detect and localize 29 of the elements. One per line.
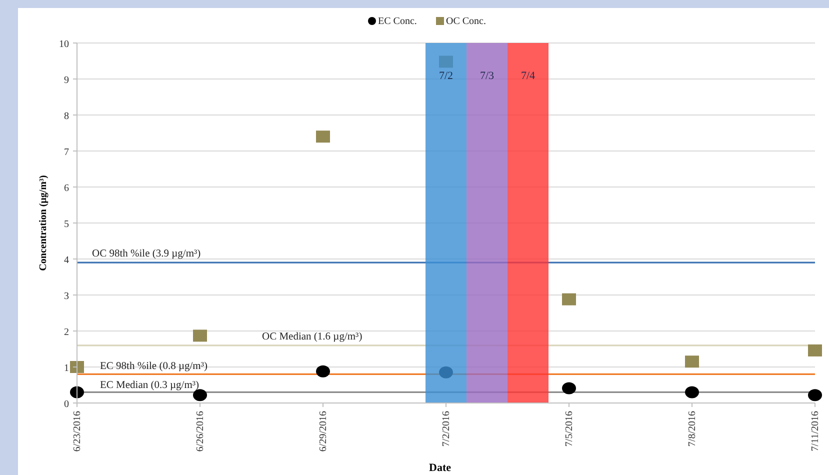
y-tick-label: 1 [64,363,69,374]
ref-line-label: EC Median (0.3 µg/m³) [100,380,200,392]
x-axis-title: Date [429,462,452,474]
ref-line-label: OC Median (1.6 µg/m³) [262,331,363,342]
y-tick-label: 9 [64,75,69,86]
y-tick-label: 7 [64,147,69,158]
y-tick-label: 6 [64,183,69,194]
ref-line-label: OC 98th %ile (3.9 µg/m³) [92,248,202,260]
y-tick-label: 8 [64,111,69,122]
legend-label: OC Conc. [446,16,486,27]
x-tick-label: 6/29/2016 [318,411,329,452]
y-tick-label: 0 [64,399,69,410]
y-tick-label: 10 [59,39,69,50]
x-tick-label: 7/5/2016 [564,411,575,447]
ref-line-label: EC 98th %ile (0.8 µg/m³) [100,361,208,372]
band-label: 7/2 [438,70,454,82]
x-tick-label: 7/8/2016 [687,411,698,447]
x-tick-label: 7/2/2016 [441,411,452,447]
y-tick-label: 4 [64,255,69,266]
y-axis-title: Concentration (µg/m³) [38,175,49,271]
x-tick-label: 7/11/2016 [810,411,821,452]
x-tick-label: 6/23/2016 [72,411,83,452]
band-label: 7/4 [520,70,536,82]
legend-label: EC Conc. [378,16,417,27]
y-tick-label: 5 [64,219,69,230]
y-tick-label: 3 [64,291,69,302]
x-tick-label: 6/26/2016 [195,411,206,452]
y-tick-label: 2 [64,327,69,338]
band-label: 7/3 [480,70,495,82]
